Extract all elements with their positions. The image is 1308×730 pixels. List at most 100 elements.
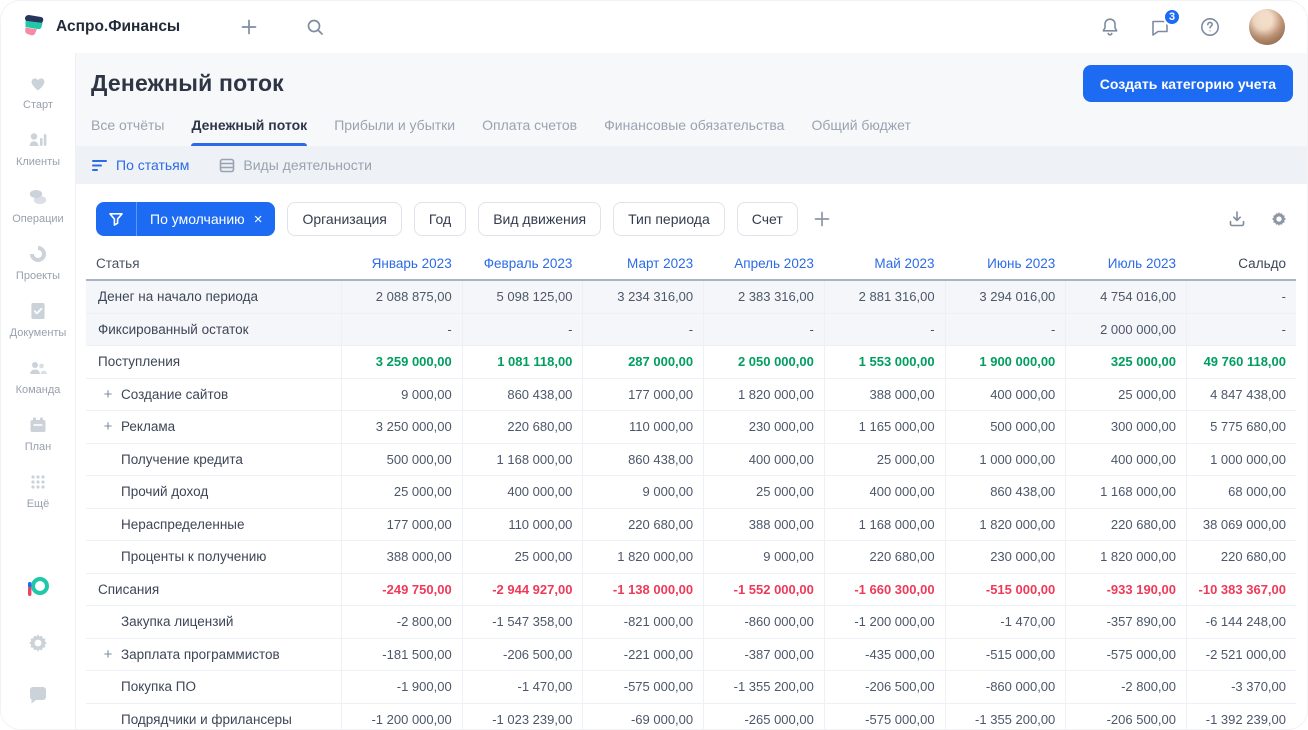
table-row[interactable]: Поступления 3 259 000,00 1 081 118,00 287 0… [86, 346, 1296, 379]
user-avatar[interactable] [1249, 9, 1285, 45]
filter-chip[interactable]: Год [413, 202, 467, 236]
messages-icon[interactable]: 3 [1149, 8, 1181, 38]
sidebar-item-icon [26, 185, 50, 209]
amount-cell: -1 470,00 [944, 606, 1066, 638]
row-label: Покупка ПО [121, 679, 196, 695]
filter-chip[interactable]: Организация [287, 202, 402, 236]
expand-row-icon[interactable]: + [103, 385, 113, 403]
view-subtab-label: Виды деятельности [243, 157, 372, 173]
column-header-month[interactable]: Январь 2023 [371, 256, 452, 271]
sidebar-item-label: Операции [12, 213, 64, 225]
column-header-month[interactable]: Март 2023 [627, 256, 694, 271]
filter-chip[interactable]: Счет [736, 202, 798, 236]
amount-cell: -181 500,00 [341, 638, 462, 670]
amount-cell: 5 098 125,00 [461, 281, 583, 313]
amount-cell: 220 680,00 [461, 411, 583, 443]
topbar: Аспро.Финансы 3 [1, 1, 1307, 53]
sidebar-item[interactable]: План [24, 413, 52, 453]
filter-chip[interactable]: Тип периода [613, 202, 725, 236]
amount-cell: 2 000 000,00 [1065, 313, 1186, 345]
column-header-month[interactable]: Май 2023 [874, 256, 935, 271]
table-row[interactable]: + Реклама 3 250 000,00 220 680,00 110 000,00… [86, 411, 1296, 444]
amount-cell: 400 000,00 [1065, 443, 1186, 475]
add-icon[interactable] [238, 16, 260, 38]
report-tab[interactable]: Оплата счетов [482, 117, 578, 133]
report-tab[interactable]: Все отчёты [91, 117, 165, 133]
table-row[interactable]: Денег на начало периода 2 088 875,00 5 098… [86, 281, 1296, 314]
sidebar-item[interactable]: Старт [23, 71, 53, 111]
column-header-month[interactable]: Июль 2023 [1107, 256, 1176, 271]
table-row[interactable]: Закупка лицензий -2 800,00 -1 547 358,00 -8… [86, 606, 1296, 639]
amount-cell: 1 820 000,00 [944, 508, 1066, 540]
column-header-month[interactable]: Июнь 2023 [987, 256, 1056, 271]
table-row[interactable]: Фиксированный остаток - - - - - -2 000 000,00- [86, 313, 1296, 346]
sidebar-item[interactable]: Клиенты [16, 128, 60, 168]
settings-icon[interactable] [26, 631, 50, 660]
amount-cell: 3 250 000,00 [341, 411, 462, 443]
amount-cell: -387 000,00 [703, 638, 824, 670]
table-row[interactable]: Получение кредита 500 000,00 1 168 000,00 8… [86, 443, 1296, 476]
table-row[interactable]: + Создание сайтов 9 000,00 860 438,00 177 00… [86, 378, 1296, 411]
table-row[interactable]: Нераспределенные 177 000,00 110 000,00 220 … [86, 508, 1296, 541]
sidebar-item[interactable]: Проекты [16, 242, 60, 282]
table-row[interactable]: Подрядчики и фрилансеры -1 200 000,00 -1 0… [86, 703, 1296, 729]
amount-cell: 3 259 000,00 [341, 346, 462, 378]
column-header-month[interactable]: Февраль 2023 [483, 256, 573, 271]
view-subtab[interactable]: По статьям [91, 157, 189, 173]
search-icon[interactable] [304, 16, 326, 38]
sidebar-item-label: План [24, 441, 52, 453]
amount-cell: -575 000,00 [823, 703, 945, 729]
help-icon[interactable] [1199, 16, 1221, 38]
row-label: Создание сайтов [121, 386, 229, 402]
amount-cell: -10 383 367,00 [1186, 573, 1296, 605]
amount-cell: - [703, 313, 824, 345]
brand[interactable]: Аспро.Финансы [21, 12, 180, 43]
product-logo-icon[interactable] [23, 572, 53, 607]
amount-cell: 3 294 016,00 [944, 281, 1066, 313]
amount-cell: 110 000,00 [461, 508, 583, 540]
sidebar-item[interactable]: Ещё [26, 470, 50, 510]
filter-chip[interactable]: Вид движения [478, 202, 602, 236]
amount-cell: -2 800,00 [341, 606, 462, 638]
notifications-icon[interactable] [1099, 16, 1121, 38]
sidebar-item-icon [26, 413, 50, 437]
amount-cell: -1 660 300,00 [823, 573, 945, 605]
table-row[interactable]: + Зарплата программистов -181 500,00 -206 5… [86, 638, 1296, 671]
amount-cell: 9 000,00 [703, 541, 824, 573]
amount-cell: -575 000,00 [582, 671, 703, 703]
table-settings-icon[interactable] [1268, 208, 1290, 230]
table-row[interactable]: Покупка ПО -1 900,00 -1 470,00 -575 000,00-… [86, 671, 1296, 704]
column-header-month[interactable]: Апрель 2023 [734, 256, 814, 271]
amount-cell: 4 847 438,00 [1186, 378, 1296, 410]
row-label: Прочий доход [121, 484, 209, 500]
amount-cell: -1 355 200,00 [944, 703, 1066, 729]
amount-cell: 220 680,00 [1065, 508, 1186, 540]
sidebar-item[interactable]: Команда [16, 356, 60, 396]
download-icon[interactable] [1226, 208, 1248, 230]
funnel-icon [96, 202, 137, 236]
report-tab[interactable]: Денежный поток [191, 111, 307, 146]
report-tab[interactable]: Общий бюджет [811, 117, 911, 133]
view-subtab[interactable]: Виды деятельности [219, 157, 372, 173]
amount-cell: - [944, 313, 1066, 345]
add-filter-icon[interactable] [812, 209, 832, 229]
amount-cell: 177 000,00 [582, 378, 703, 410]
support-chat-icon[interactable] [26, 684, 50, 713]
active-filter-pill[interactable]: По умолчанию × [96, 202, 276, 236]
amount-cell: 1 168 000,00 [823, 508, 945, 540]
report-tabs: Все отчёты Денежный поток Прибыли и убытки… [91, 111, 1293, 146]
remove-filter-icon[interactable]: × [253, 210, 263, 228]
amount-cell: 1 165 000,00 [823, 411, 945, 443]
sidebar-item[interactable]: Документы [10, 299, 66, 339]
report-tab[interactable]: Прибыли и убытки [334, 117, 456, 133]
amount-cell: -206 500,00 [1065, 703, 1186, 729]
report-tab[interactable]: Финансовые обязательства [604, 117, 785, 133]
expand-row-icon[interactable]: + [103, 645, 113, 663]
sidebar-item[interactable]: Операции [12, 185, 64, 225]
expand-row-icon[interactable]: + [103, 418, 113, 436]
amount-cell: -69 000,00 [582, 703, 703, 729]
table-row[interactable]: Проценты к получению 388 000,00 25 000,00 1… [86, 541, 1296, 574]
table-row[interactable]: Прочий доход 25 000,00 400 000,00 9 000,00 2… [86, 476, 1296, 509]
table-row[interactable]: Списания -249 750,00 -2 944 927,00 -1 138 0… [86, 573, 1296, 606]
create-category-button[interactable]: Создать категорию учета [1082, 65, 1293, 102]
